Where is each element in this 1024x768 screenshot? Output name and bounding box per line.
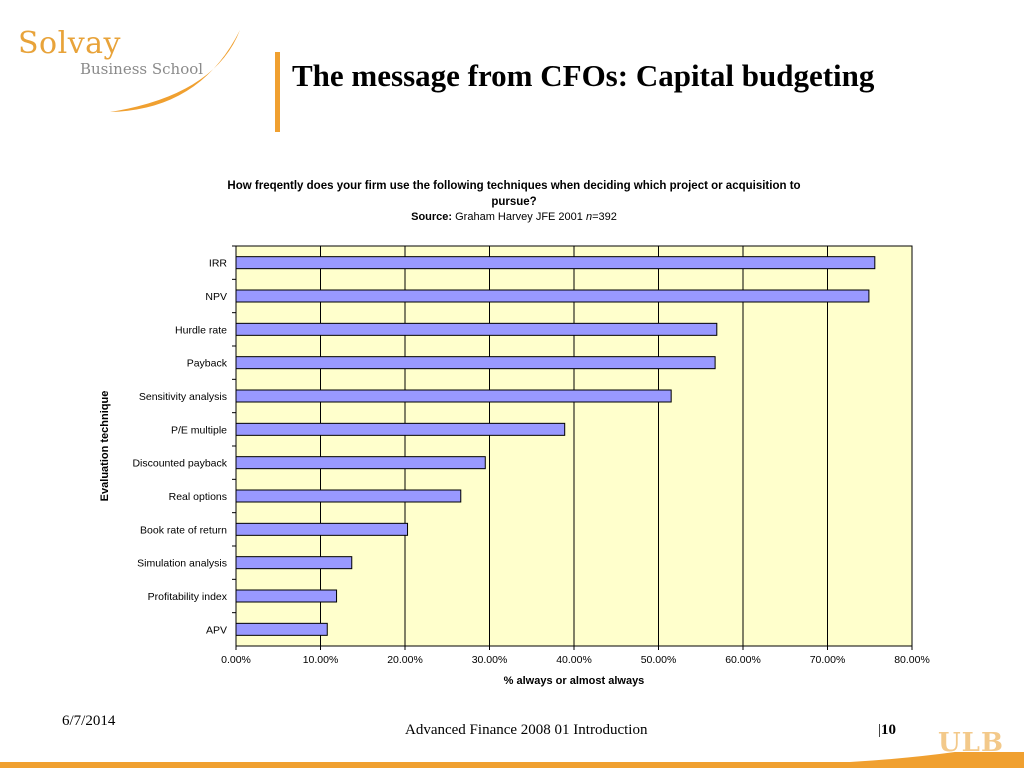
bar: [235, 556, 353, 570]
y-tick-label: Book rate of return: [140, 524, 227, 536]
y-tick-label: APV: [206, 624, 227, 636]
footer-course: Advanced Finance 2008 01 Introduction: [405, 722, 648, 738]
bar: [235, 589, 338, 603]
bar: [235, 389, 672, 403]
chart-title-line-1: How freqently does your firm use the fol…: [227, 180, 800, 192]
x-tick-label: 40.00%: [556, 654, 592, 666]
bar: [235, 422, 566, 436]
bar: [235, 356, 716, 370]
bar: [235, 522, 409, 536]
x-tick-label: 20.00%: [387, 654, 423, 666]
footer-swoosh-icon: [0, 752, 1024, 768]
x-tick-label: 30.00%: [472, 654, 508, 666]
logo-subtitle: Business School: [80, 60, 204, 78]
ulb-logo: ULB: [938, 728, 1004, 758]
bar: [235, 622, 328, 636]
footer-date: 6/7/2014: [62, 713, 116, 729]
slide-title: The message from CFOs: Capital budgeting: [292, 58, 875, 93]
chart-source: Source: Graham Harvey JFE 2001 n=392: [411, 211, 617, 223]
y-axis-label: Evaluation technique: [99, 391, 111, 502]
y-tick-label: Sensitivity analysis: [139, 391, 227, 403]
x-tick-label: 70.00%: [810, 654, 846, 666]
y-tick-label: Payback: [187, 358, 228, 370]
bar: [235, 289, 870, 303]
y-tick-label: P/E multiple: [171, 424, 227, 436]
logo-name: Solvay: [18, 26, 121, 61]
page-number: |10: [878, 722, 897, 738]
x-tick-label: 80.00%: [894, 654, 930, 666]
y-tick-label: Hurdle rate: [175, 324, 227, 336]
y-tick-label: Discounted payback: [132, 458, 227, 470]
bar: [235, 489, 462, 503]
x-axis-label: % always or almost always: [504, 675, 645, 687]
y-tick-label: Real options: [169, 491, 227, 503]
bar-chart: How freqently does your firm use the fol…: [99, 180, 930, 687]
logo-swoosh-icon: [110, 30, 240, 112]
page-number-value: 10: [881, 722, 897, 738]
y-tick-label: Simulation analysis: [137, 558, 227, 570]
bar: [235, 256, 876, 270]
x-tick-label: 50.00%: [641, 654, 677, 666]
title-accent-bar: [275, 52, 280, 132]
y-tick-label: Profitability index: [148, 591, 228, 603]
y-tick-label: IRR: [209, 258, 228, 270]
x-tick-label: 10.00%: [303, 654, 339, 666]
x-tick-label: 0.00%: [221, 654, 251, 666]
solvay-logo: Solvay Business School: [0, 0, 260, 120]
bar: [235, 322, 718, 336]
chart-title-line-2: pursue?: [491, 196, 536, 208]
bar: [235, 456, 486, 470]
x-tick-label: 60.00%: [725, 654, 761, 666]
y-tick-label: NPV: [205, 291, 227, 303]
